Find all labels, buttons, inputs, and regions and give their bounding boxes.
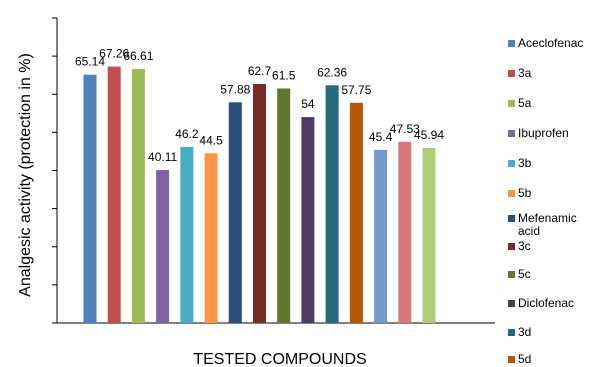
data-label: 67.26 xyxy=(99,47,129,61)
legend: Aceclofenac 3a 5a Ibuprofen 3b 5b Mefenamic ac… xyxy=(508,37,598,367)
legend-item: Aceclofenac xyxy=(508,37,594,50)
legend-item: 5a xyxy=(508,97,594,110)
legend-item: 5d xyxy=(508,353,594,366)
bar xyxy=(253,84,266,323)
legend-label: 5c xyxy=(518,267,531,281)
bar xyxy=(83,74,97,323)
bar xyxy=(107,66,121,323)
legend-label: 3c xyxy=(518,239,531,253)
bar xyxy=(180,146,194,323)
bars xyxy=(83,66,436,323)
bar xyxy=(349,102,363,323)
data-label: 62.36 xyxy=(317,65,347,79)
legend-item: 5b xyxy=(508,187,594,200)
legend-label: 3d xyxy=(518,325,532,339)
legend-item: 5c xyxy=(508,268,594,281)
legend-label: 3b xyxy=(518,156,532,170)
axes xyxy=(52,17,495,324)
legend-swatch xyxy=(508,243,515,250)
legend-swatch xyxy=(508,329,515,336)
data-label: 44.5 xyxy=(199,133,223,147)
legend-label: Ibuprofen xyxy=(518,126,569,140)
data-label: 54 xyxy=(301,97,315,111)
bar xyxy=(228,102,242,323)
legend-label: 5b xyxy=(518,186,532,200)
bar xyxy=(131,69,145,323)
legend-swatch xyxy=(508,40,515,47)
y-axis-title: Analgesic activity (protection in %) xyxy=(17,53,34,297)
legend-label: Diclofenac xyxy=(518,296,575,310)
bar xyxy=(374,149,388,323)
legend-item: 3a xyxy=(508,67,594,80)
legend-label: 5a xyxy=(518,96,532,110)
bar xyxy=(156,170,170,323)
data-label: 46.2 xyxy=(175,127,199,141)
bar xyxy=(422,147,436,323)
data-label: 61.5 xyxy=(272,69,296,83)
x-axis-title: TESTED COMPOUNDS xyxy=(193,351,366,367)
legend-label: 5d xyxy=(518,352,532,366)
legend-label: Aceclofenac xyxy=(518,37,584,50)
legend-swatch xyxy=(508,130,515,137)
legend-item: Ibuprofen xyxy=(508,127,594,140)
data-label: 47.53 xyxy=(390,122,420,136)
legend-swatch xyxy=(508,356,515,363)
data-label: 40.11 xyxy=(148,150,177,164)
legend-label: Mefenamic acid xyxy=(518,211,577,238)
legend-label: 3a xyxy=(518,66,532,80)
legend-item: 3b xyxy=(508,157,594,170)
legend-item: 3d xyxy=(508,326,594,339)
bar xyxy=(398,141,412,323)
bar xyxy=(204,153,218,323)
data-label: 65.14 xyxy=(75,55,105,69)
legend-item: 3c xyxy=(508,240,594,253)
legend-swatch xyxy=(508,160,515,167)
bar xyxy=(277,88,291,323)
bar xyxy=(325,85,339,323)
legend-swatch xyxy=(508,70,515,77)
data-label: 62.7 xyxy=(248,64,272,78)
data-label: 45.94 xyxy=(414,128,444,142)
legend-swatch xyxy=(508,271,515,278)
data-label: 66.61 xyxy=(123,49,153,63)
bar xyxy=(301,117,315,323)
data-label: 57.88 xyxy=(220,82,250,96)
legend-swatch xyxy=(508,190,515,197)
data-label: 45.4 xyxy=(369,130,393,144)
legend-swatch xyxy=(508,100,515,107)
legend-swatch xyxy=(508,300,515,307)
legend-item: Mefenamic acid xyxy=(508,212,594,238)
legend-item: Diclofenac xyxy=(508,297,594,310)
legend-swatch xyxy=(508,215,515,222)
data-label: 57.75 xyxy=(341,83,371,97)
